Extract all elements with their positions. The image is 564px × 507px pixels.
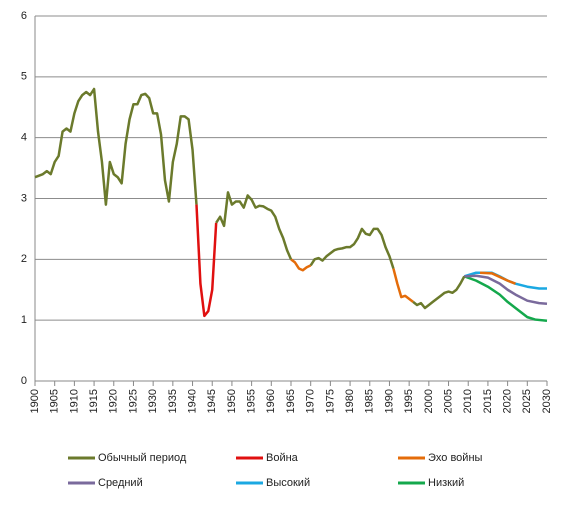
- x-tick-label: 1900: [29, 389, 41, 413]
- series-line: [463, 275, 548, 323]
- x-tick-label: 1935: [167, 389, 179, 413]
- y-tick-label: 6: [21, 10, 27, 22]
- series-line: [464, 274, 548, 305]
- series-line: [195, 204, 218, 318]
- x-tick-label: 2025: [521, 389, 533, 413]
- legend-label: Обычный период: [98, 452, 187, 464]
- x-tick-label: 1930: [147, 389, 159, 413]
- x-tick-label: 1960: [265, 389, 277, 413]
- x-tick-label: 1940: [186, 389, 198, 413]
- legend-label: Эхо войны: [428, 452, 483, 464]
- y-tick-label: 1: [21, 314, 27, 326]
- x-tick-label: 1970: [305, 389, 317, 413]
- x-tick-label: 1945: [206, 389, 218, 413]
- x-tick-label: 1980: [344, 389, 356, 413]
- x-tick-label: 1950: [226, 389, 238, 413]
- x-tick-label: 1955: [246, 389, 258, 413]
- x-tick-label: 1985: [364, 389, 376, 413]
- x-tick-label: 1965: [285, 389, 297, 413]
- legend-label: Высокий: [266, 477, 310, 489]
- y-tick-label: 0: [21, 375, 27, 387]
- y-tick-label: 4: [21, 132, 27, 144]
- x-tick-label: 1975: [324, 389, 336, 413]
- x-tick-label: 1915: [88, 389, 100, 413]
- x-tick-label: 1990: [383, 389, 395, 413]
- series-line: [290, 258, 516, 303]
- x-tick-label: 2020: [502, 389, 514, 413]
- legend-label: Война: [266, 452, 299, 464]
- x-tick-label: 2010: [462, 389, 474, 413]
- x-tick-label: 1995: [403, 389, 415, 413]
- y-tick-label: 3: [21, 192, 27, 204]
- legend-label: Средний: [98, 477, 143, 489]
- series-line: [34, 87, 466, 310]
- x-tick-label: 1905: [49, 389, 61, 413]
- x-tick-label: 1920: [108, 389, 120, 413]
- y-tick-label: 2: [21, 253, 27, 265]
- legend-label: Низкий: [428, 477, 464, 489]
- y-tick-label: 5: [21, 71, 27, 83]
- x-tick-label: 2000: [423, 389, 435, 413]
- x-tick-label: 2005: [442, 389, 454, 413]
- x-tick-label: 2030: [541, 389, 553, 413]
- x-tick-label: 2015: [482, 389, 494, 413]
- x-tick-label: 1925: [127, 389, 139, 413]
- x-tick-label: 1910: [68, 389, 80, 413]
